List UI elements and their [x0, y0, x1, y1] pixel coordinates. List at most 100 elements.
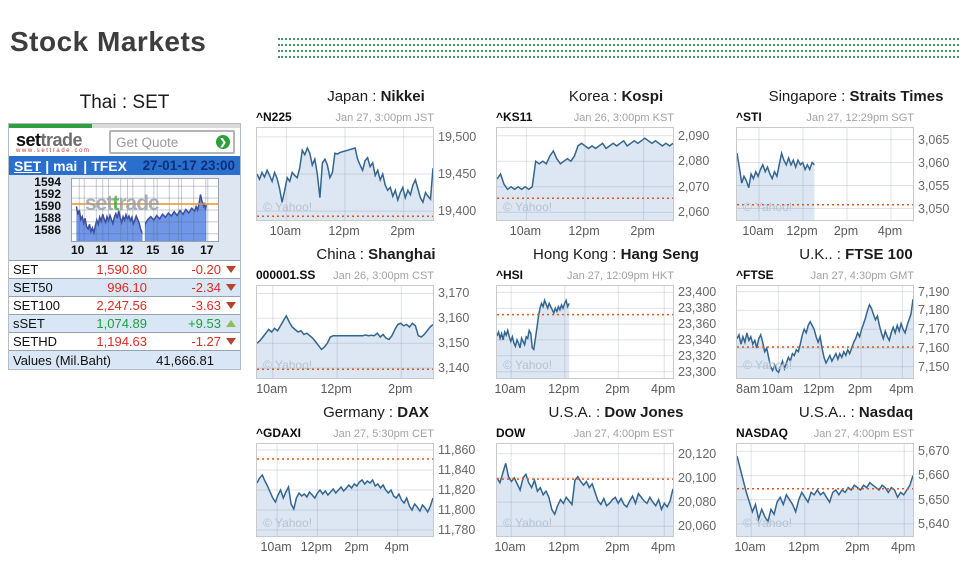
x-axis-label: 11	[95, 243, 108, 257]
chart-canvas	[736, 127, 914, 221]
y-axis-label: 7,150	[918, 359, 950, 374]
chart-title-separator: :	[355, 246, 369, 263]
chart-x-axis: 10am 12pm 2pm	[256, 224, 434, 240]
index-change: -2.34	[147, 280, 236, 295]
chart-plot-area[interactable]: 11,860 11,840 11,820 11,800 11,780 © Yahoo! 10…	[256, 443, 490, 559]
chart-region: Japan	[327, 88, 369, 105]
x-axis-label: 2pm	[605, 382, 630, 396]
x-axis-label: 12pm	[320, 382, 352, 396]
x-axis-label: 12pm	[548, 382, 580, 396]
chart-symbol: ^FTSE	[736, 268, 774, 282]
settrade-logo[interactable]: settrade www.settrade.com	[16, 130, 91, 154]
market-chart-singaporestraits-times: Singapore : Straits Times ^STI Jan 27, 12:…	[736, 88, 975, 246]
x-axis-label: 16	[170, 243, 185, 257]
y-axis-label: 5,640	[918, 516, 950, 531]
index-row-set100[interactable]: SET100 2,247.56 -3.63	[9, 296, 240, 314]
index-row-sethd[interactable]: SETHD 1,194.63 -1.27	[9, 332, 240, 350]
index-row-set50[interactable]: SET50 996.10 -2.34	[9, 278, 240, 296]
nav-tab-set[interactable]: SET	[14, 157, 42, 174]
chart-y-axis: 20,120 20,100 20,080 20,060	[678, 444, 730, 536]
y-axis-label: 7,170	[918, 322, 950, 337]
market-chart-u-s-a-nasdaq: U.S.A.. : Nasdaq NASDAQ Jan 27, 4:00pm EST…	[734, 404, 975, 562]
yahoo-watermark: © Yahoo!	[263, 358, 313, 372]
chart-plot-area[interactable]: 23,400 23,380 23,360 23,340 23,320 23,300 © Ya…	[494, 285, 730, 401]
chart-plot-area[interactable]: 3,170 3,160 3,150 3,140 © Yahoo! 10am 12pm 2pm	[256, 285, 490, 401]
chart-symbol: ^KS11	[496, 110, 533, 124]
get-quote-go-icon[interactable]: ❯	[216, 135, 230, 149]
chart-header: 000001.SS Jan 26, 3:00pm CST	[256, 268, 434, 283]
chart-header: DOW Jan 27, 4:00pm EST	[496, 426, 674, 441]
nav-datetime: 27-01-17 23:00	[142, 158, 235, 173]
chart-title: Korea : Kospi	[496, 88, 736, 108]
x-axis-label: 12pm	[328, 224, 360, 238]
get-quote-input[interactable]	[114, 133, 216, 151]
index-value: 1,194.63	[96, 334, 147, 349]
chart-y-axis: 5,670 5,660 5,650 5,640	[918, 444, 970, 536]
chart-title-separator: :	[608, 246, 621, 263]
x-axis-label: 10am	[509, 224, 542, 238]
index-row-sset[interactable]: sSET 1,074.89 +9.53	[9, 314, 240, 332]
chart-plot-area[interactable]: 5,670 5,660 5,650 5,640 © Yahoo! 10am 12pm 2pm 4…	[734, 443, 970, 559]
x-axis-label: 15	[146, 243, 160, 257]
chart-timestamp: Jan 27, 3:00pm JST	[335, 112, 434, 124]
y-axis-label: 3,060	[918, 155, 950, 170]
market-chart-u-k-ftse-: U.K.. : FTSE 100 ^FTSE Jan 27, 4:30pm GMT 7…	[736, 246, 975, 404]
nav-tab-tfex[interactable]: TFEX	[91, 157, 127, 174]
chart-title: U.S.A.. : Nasdaq	[736, 404, 975, 424]
index-name: SET50	[13, 280, 53, 295]
chart-title-separator: :	[384, 404, 398, 421]
x-axis-label: 10am	[734, 540, 766, 554]
x-axis-label: 10am	[742, 224, 774, 238]
chart-title-separator: :	[836, 88, 850, 105]
x-axis-label: 10	[71, 243, 85, 257]
settrade-logo-row: settrade www.settrade.com ❯	[9, 128, 240, 156]
chart-plot-area[interactable]: 20,120 20,100 20,080 20,060 © Yahoo! 10am 12pm…	[494, 443, 730, 559]
y-axis-label: 20,120	[678, 446, 717, 461]
x-axis-label: 2pm	[388, 382, 413, 396]
y-axis-label: 2,060	[678, 205, 710, 220]
down-arrow-icon	[226, 338, 236, 345]
chart-symbol: ^STI	[736, 110, 762, 124]
chart-region: U.S.A.	[548, 404, 592, 421]
index-value: 996.10	[107, 280, 147, 295]
chart-plot-area[interactable]: 2,090 2,080 2,070 2,060 © Yahoo! 10am 12pm 2pm	[496, 127, 730, 243]
logo-set: set	[16, 130, 41, 150]
chart-canvas	[496, 443, 674, 537]
chart-title: U.K.. : FTSE 100	[736, 246, 975, 266]
index-row-set[interactable]: SET 1,590.80 -0.20	[9, 260, 240, 278]
x-axis-label: 2pm	[630, 224, 655, 238]
x-axis-label: 4pm	[651, 382, 676, 396]
chart-index-name: Shanghai	[368, 246, 436, 263]
x-axis-label: 10am	[761, 382, 793, 396]
y-axis-label: 1594	[34, 175, 61, 190]
y-axis-label: 7,190	[918, 284, 950, 299]
chart-plot-area[interactable]: 19,500 19,450 19,400 © Yahoo! 10am 12pm 2pm	[256, 127, 490, 243]
thai-set-section: Thai : SET settrade www.settrade.com ❯ S…	[8, 92, 241, 370]
down-arrow-icon	[226, 302, 236, 309]
y-axis-label: 20,080	[678, 495, 717, 510]
y-axis-label: 23,300	[678, 364, 717, 379]
chart-header: ^GDAXI Jan 27, 5:30pm CET	[256, 426, 434, 441]
chart-plot-area[interactable]: 3,065 3,060 3,055 3,050 © Yahoo! 10am 12pm 2pm 4…	[736, 127, 970, 243]
y-axis-label: 5,660	[918, 468, 950, 483]
chart-timestamp: Jan 26, 3:00pm KST	[573, 112, 674, 124]
y-axis-label: 23,380	[678, 301, 717, 316]
y-axis-label: 23,400	[678, 285, 717, 300]
settrade-widget: settrade www.settrade.com ❯ SET | mai | …	[8, 123, 241, 370]
nav-tab-mai[interactable]: mai	[53, 157, 78, 174]
chart-plot-area[interactable]: 7,190 7,180 7,170 7,160 7,150 © Yahoo! 8am 10am…	[736, 285, 970, 401]
x-axis-label: 12pm	[548, 540, 580, 554]
chart-timestamp: Jan 27, 12:09pm HKT	[566, 270, 674, 282]
y-axis-label: 1586	[34, 222, 61, 237]
down-arrow-icon	[226, 266, 236, 273]
chart-index-name: Hang Seng	[620, 246, 699, 263]
chart-title: China : Shanghai	[256, 246, 496, 266]
set-intraday-chart[interactable]: 1594 1592 1590 1588 1586 settrade 10 11 12 15 16…	[9, 175, 240, 260]
world-markets-grid: Japan : Nikkei ^N225 Jan 27, 3:00pm JST 19,…	[256, 88, 975, 562]
x-axis-label: 4pm	[877, 224, 903, 238]
chart-index-name: Nikkei	[380, 88, 425, 105]
set-chart-plot	[71, 178, 219, 242]
chart-region: Germany	[323, 404, 385, 421]
yahoo-watermark: © Yahoo!	[503, 200, 553, 214]
x-axis-label: 2pm	[845, 540, 870, 554]
